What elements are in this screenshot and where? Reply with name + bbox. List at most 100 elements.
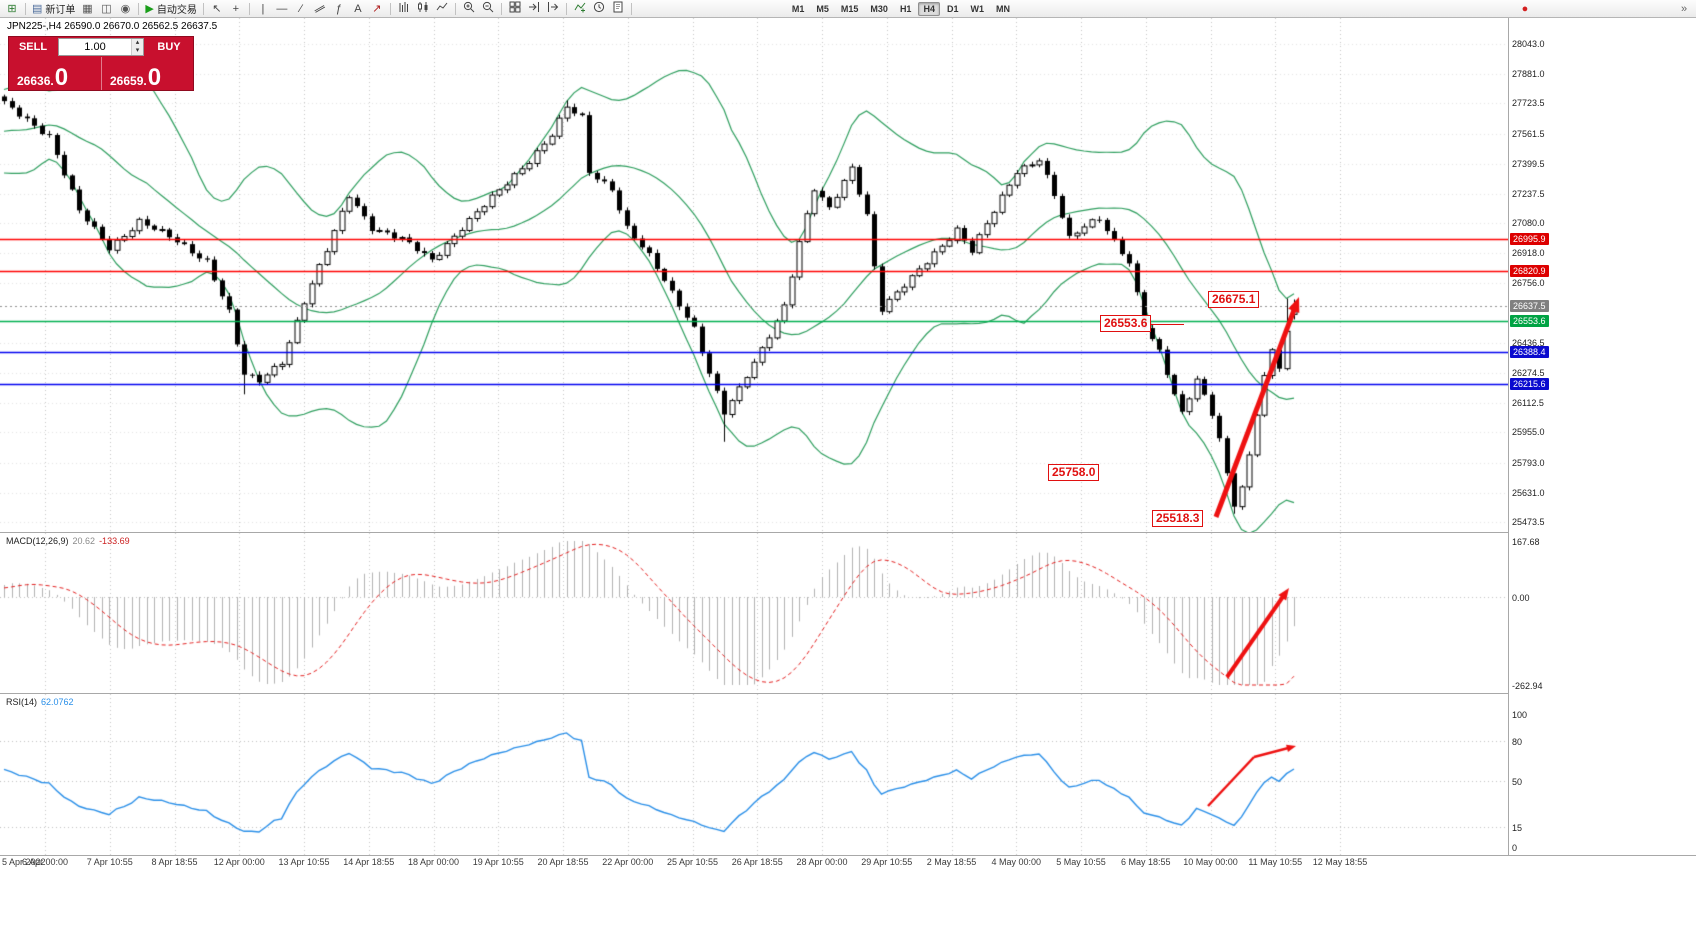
rsi-axis-tick: 100 xyxy=(1512,710,1528,720)
price-level-badge: 26995.9 xyxy=(1510,232,1549,245)
volume-input[interactable]: 1.00 ▴ ▾ xyxy=(58,38,144,56)
auto-scroll-icon[interactable] xyxy=(525,1,543,17)
callout-tail-line xyxy=(1150,323,1185,325)
time-label: 7 Apr 10:55 xyxy=(86,857,133,867)
macd-axis-tick: -262.94 xyxy=(1512,681,1543,691)
price-tick: 26756.0 xyxy=(1512,278,1545,289)
chart-window: 28043.0 27881.0 27723.5 27561.5 27399.5 27237… xyxy=(0,18,1696,940)
timeframe-m5[interactable]: M5 xyxy=(816,3,829,14)
periods-icon[interactable] xyxy=(590,1,608,17)
time-label: 25 Apr 10:55 xyxy=(666,857,719,867)
fibonacci-icon[interactable]: ƒ xyxy=(330,1,348,17)
toolbar-overflow-icon[interactable]: » xyxy=(1680,2,1688,15)
toolbar-separator xyxy=(25,2,26,15)
rsi-name: RSI(14) xyxy=(6,697,38,707)
timeframe-h4[interactable]: H4 xyxy=(918,1,940,16)
toolbar-separator xyxy=(565,2,567,15)
timeframe-d1[interactable]: D1 xyxy=(946,3,959,14)
toolbar-separator xyxy=(630,2,632,15)
arrow-tool-icon[interactable]: ↗ xyxy=(368,1,386,17)
channel-icon: ∥ xyxy=(313,3,327,14)
timeframe-toolbar: M1 M5 M15 M30 H1 H4 D1 W1 MN xyxy=(786,1,1016,16)
sell-button[interactable]: SELL xyxy=(18,41,48,53)
rsi-axis-tick: 80 xyxy=(1512,736,1523,747)
zoom-in-icon[interactable] xyxy=(460,1,478,17)
trendline-icon[interactable]: ∕ xyxy=(292,1,310,17)
tile-windows-icon xyxy=(509,1,521,16)
crosshair-icon[interactable]: + xyxy=(227,1,245,17)
price-tick: 26918.0 xyxy=(1512,248,1545,259)
timeframe-m1[interactable]: M1 xyxy=(791,3,805,14)
price-level-badge: 26820.9 xyxy=(1510,265,1549,278)
macd-name: MACD(12,26,9) xyxy=(6,536,69,546)
text-icon[interactable]: A xyxy=(349,1,367,17)
template-icon[interactable] xyxy=(609,1,627,17)
main-chart-canvas[interactable] xyxy=(0,18,1508,532)
line-chart-icon[interactable] xyxy=(433,1,451,17)
new-order-button[interactable]: ▤ 新订单 xyxy=(30,1,77,17)
navigator-icon[interactable]: ◉ xyxy=(116,1,134,17)
market-watch-icon[interactable]: ▦ xyxy=(78,1,96,17)
price-tick: 26436.5 xyxy=(1512,337,1545,348)
price-tick: 27399.5 xyxy=(1512,158,1545,169)
time-label: 14 Apr 18:55 xyxy=(343,857,395,867)
horizontal-line-icon[interactable]: — xyxy=(273,1,291,17)
time-label: 4 May 00:00 xyxy=(991,857,1042,867)
indicators-icon[interactable] xyxy=(571,1,589,17)
timeframe-w1[interactable]: W1 xyxy=(970,3,984,14)
time-label: 10 May 00:00 xyxy=(1183,857,1238,867)
macd-panel-separator[interactable] xyxy=(0,532,1696,533)
rsi-value: 62.0762 xyxy=(41,697,74,707)
vertical-line-icon[interactable]: | xyxy=(254,1,272,17)
price-callout: 25518.3 xyxy=(1152,510,1204,527)
chart-shift-icon[interactable] xyxy=(544,1,562,17)
time-axis-separator xyxy=(0,855,1696,856)
timeframe-m30[interactable]: M30 xyxy=(870,3,888,14)
zoom-in-icon xyxy=(463,1,475,16)
zoom-out-icon[interactable] xyxy=(479,1,497,17)
rsi-axis-tick: 15 xyxy=(1512,823,1523,834)
price-level-badge: 26388.4 xyxy=(1510,345,1549,358)
trendline-icon: ∕ xyxy=(299,2,302,15)
line-chart-icon xyxy=(436,1,448,16)
macd-panel-canvas[interactable] xyxy=(0,533,1508,693)
channel-icon[interactable]: ∥ xyxy=(311,1,329,17)
buy-price[interactable]: 26659. 0 xyxy=(101,57,193,90)
tile-windows-icon[interactable] xyxy=(506,1,524,17)
chart-shift-icon xyxy=(547,1,559,16)
cursor-icon[interactable]: ↖ xyxy=(208,1,226,17)
volume-spinner[interactable]: ▴ ▾ xyxy=(131,39,143,55)
timeframe-m15[interactable]: M15 xyxy=(840,3,859,14)
time-label: 29 Apr 10:55 xyxy=(861,857,913,867)
timeframe-mn[interactable]: MN xyxy=(995,3,1010,14)
spinner-down-icon[interactable]: ▾ xyxy=(132,47,143,55)
sell-price[interactable]: 26636. 0 xyxy=(9,57,101,90)
time-label: 5 May 10:55 xyxy=(1056,857,1106,867)
rsi-axis-tick: 0 xyxy=(1512,843,1518,853)
chart-ohlc-header: JPN225-,H4 26590.0 26670.0 26562.5 26637… xyxy=(7,21,218,32)
template-icon xyxy=(612,1,624,16)
candlestick-icon[interactable] xyxy=(414,1,432,17)
new-chart-icon[interactable]: ⊞ xyxy=(3,1,21,17)
buy-button[interactable]: BUY xyxy=(157,41,181,53)
price-axis[interactable]: 28043.0 27881.0 27723.5 27561.5 27399.5 27237… xyxy=(1508,18,1696,855)
price-level-badge: 26215.6 xyxy=(1510,377,1549,390)
price-tick: 27080.0 xyxy=(1512,218,1545,229)
rsi-panel-canvas[interactable] xyxy=(0,694,1508,855)
macd-axis-tick: 0.00 xyxy=(1512,593,1530,604)
timeframe-h1[interactable]: H1 xyxy=(899,3,912,14)
data-window-icon[interactable]: ◫ xyxy=(97,1,115,17)
market-watch-icon: ▦ xyxy=(82,2,93,15)
bar-chart-icon[interactable] xyxy=(395,1,413,17)
time-label: 12 Apr 00:00 xyxy=(213,857,265,867)
auto-trading-button[interactable]: ▶ 自动交易 xyxy=(143,1,198,17)
toolbar: ⊞ ▤ 新订单 ▦ ◫ ◉ ▶ 自动交易 ↖ + | — ∕ ∥ ƒ A ↗ M1 M5 M15 M30 H1 H4 D1 W1… xyxy=(0,0,1696,18)
toolbar-separator xyxy=(389,2,391,15)
time-label: 13 Apr 10:55 xyxy=(278,857,330,867)
price-tick: 25473.5 xyxy=(1512,517,1545,528)
alert-icon[interactable]: ● xyxy=(1521,2,1529,15)
rsi-panel-separator[interactable] xyxy=(0,693,1696,694)
spinner-up-icon[interactable]: ▴ xyxy=(132,39,143,47)
one-click-trade-panel: SELL 1.00 ▴ ▾ BUY 26636. 0 26659. 0 xyxy=(8,36,194,91)
time-label: 8 Apr 18:55 xyxy=(151,857,198,867)
